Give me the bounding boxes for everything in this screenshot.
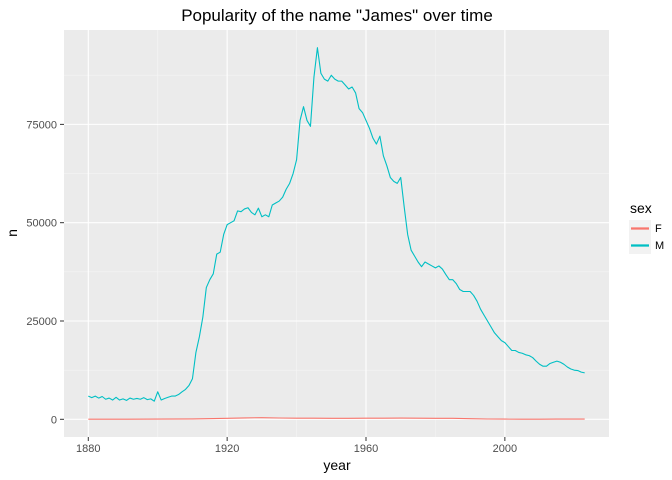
legend-title: sex <box>630 200 652 216</box>
x-tick-label: 1920 <box>215 443 239 455</box>
legend-label-f: F <box>655 223 662 235</box>
legend: sex FM <box>629 200 664 254</box>
y-tick-label: 0 <box>51 414 57 426</box>
legend-label-m: M <box>655 240 664 252</box>
x-tick-label: 1880 <box>76 443 100 455</box>
y-tick-label: 75000 <box>26 119 57 131</box>
x-axis-title: year <box>323 457 351 473</box>
x-tick-label: 2000 <box>493 443 517 455</box>
y-tick-label: 25000 <box>26 316 57 328</box>
x-tick-label: 1960 <box>354 443 378 455</box>
series-line-f <box>88 417 585 420</box>
grid-lines <box>64 30 609 437</box>
chart-title: Popularity of the name "James" over time <box>181 6 493 25</box>
axes: 1880 1920 1960 2000 0 25000 50000 75000 <box>26 119 517 455</box>
series-line-m <box>88 47 585 402</box>
series-lines <box>88 47 585 420</box>
plot-panel <box>64 30 609 437</box>
y-axis-title: n <box>4 229 20 237</box>
y-tick-label: 50000 <box>26 218 57 230</box>
